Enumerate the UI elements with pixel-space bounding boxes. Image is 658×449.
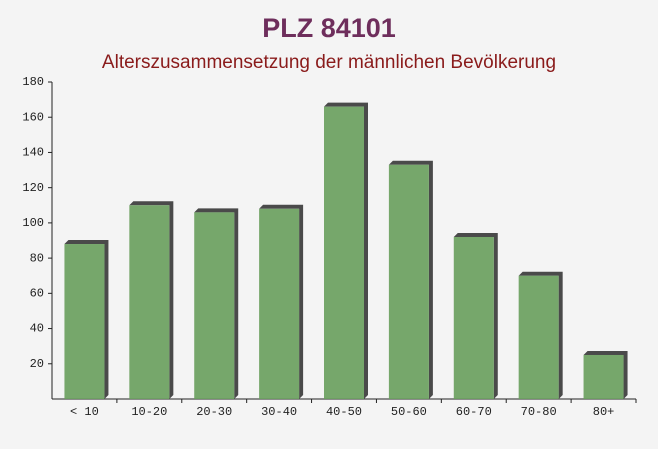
- bar: [324, 106, 364, 400]
- y-tick-label: 140: [22, 146, 44, 160]
- y-tick-label: 180: [22, 75, 44, 89]
- x-tick-label: 80+: [593, 405, 615, 419]
- x-tick-label: 10-20: [131, 405, 167, 419]
- x-tick-label: 50-60: [391, 405, 427, 419]
- x-tick-label: 60-70: [456, 405, 492, 419]
- y-tick-label: 120: [22, 181, 44, 195]
- x-tick-label: 70-80: [521, 405, 557, 419]
- y-tick-label: 40: [30, 322, 44, 336]
- bar: [194, 212, 235, 399]
- bar: [453, 236, 494, 399]
- x-tick-label: 20-30: [196, 405, 232, 419]
- y-tick-label: 100: [22, 216, 44, 230]
- bar: [583, 354, 624, 399]
- y-tick-label: 80: [30, 251, 44, 265]
- bar: [388, 164, 429, 399]
- bar: [64, 244, 105, 399]
- y-tick-label: 160: [22, 110, 44, 124]
- x-tick-label: < 10: [70, 405, 99, 419]
- chart-title: PLZ 84101: [262, 13, 396, 43]
- chart-subtitle: Alterszusammensetzung der männlichen Bev…: [102, 52, 556, 73]
- y-tick-label: 20: [30, 357, 44, 371]
- bar: [129, 205, 170, 399]
- x-tick-label: 30-40: [261, 405, 297, 419]
- bar: [518, 275, 559, 399]
- bar: [259, 208, 300, 399]
- y-tick-label: 60: [30, 287, 44, 301]
- x-tick-label: 40-50: [326, 405, 362, 419]
